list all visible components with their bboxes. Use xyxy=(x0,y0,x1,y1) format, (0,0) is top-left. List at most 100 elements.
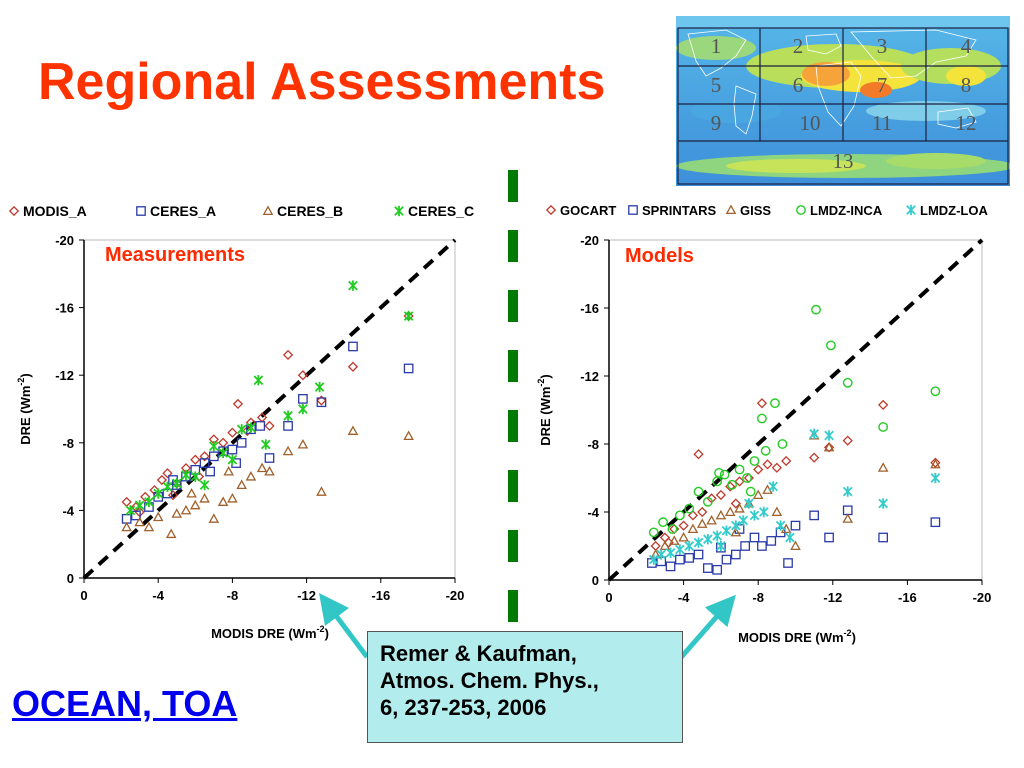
data-point xyxy=(199,458,210,468)
data-point xyxy=(721,525,732,536)
data-point xyxy=(232,398,244,410)
data-point xyxy=(775,520,786,531)
map-region-label: 13 xyxy=(833,149,854,173)
data-point xyxy=(227,444,238,455)
data-point xyxy=(180,504,192,515)
data-point xyxy=(877,462,889,472)
data-point xyxy=(264,420,275,432)
data-point xyxy=(757,413,767,424)
y-tick-label: -4 xyxy=(62,503,74,518)
data-point xyxy=(217,496,229,506)
data-point xyxy=(730,549,741,560)
data-point xyxy=(675,544,685,555)
y-tick-label: -8 xyxy=(587,437,599,452)
data-point xyxy=(256,462,268,473)
data-point xyxy=(199,451,210,462)
series-lmdz-loa xyxy=(648,428,941,565)
map-region-label: 10 xyxy=(800,111,821,135)
data-point xyxy=(878,532,889,543)
data-point xyxy=(824,532,834,543)
data-point xyxy=(811,304,821,315)
data-point xyxy=(785,532,795,543)
data-point xyxy=(181,469,191,481)
data-point xyxy=(167,490,179,501)
data-point xyxy=(809,452,820,463)
data-point xyxy=(823,442,835,453)
data-point xyxy=(667,524,678,534)
series-ceres_c xyxy=(125,280,414,516)
data-point xyxy=(693,537,704,548)
ocean-toa-link[interactable]: OCEAN, TOA xyxy=(12,683,238,724)
data-point xyxy=(693,486,704,497)
x-tick-label: -12 xyxy=(823,590,842,605)
legend-marker xyxy=(136,206,146,216)
data-point xyxy=(768,481,778,492)
data-point xyxy=(298,394,308,404)
data-point xyxy=(205,466,215,477)
data-point xyxy=(140,491,151,502)
data-point xyxy=(693,549,704,560)
data-point xyxy=(706,514,717,525)
data-point xyxy=(678,531,689,542)
reference-line: Atmos. Chem. Phys., xyxy=(380,668,599,693)
data-point xyxy=(715,489,727,501)
data-point xyxy=(712,530,723,541)
data-point xyxy=(134,500,145,511)
data-point xyxy=(734,476,745,487)
data-point xyxy=(218,447,228,459)
data-point xyxy=(714,467,724,478)
data-point xyxy=(930,386,941,397)
data-point xyxy=(742,473,752,483)
x-axis-label-text: MODIS DRE (Wm xyxy=(211,626,316,641)
data-point xyxy=(648,554,659,565)
data-point xyxy=(403,363,414,374)
data-point xyxy=(762,459,773,470)
map-region-label: 1 xyxy=(711,34,722,58)
y-tick-label: -12 xyxy=(55,368,74,383)
data-point xyxy=(186,487,197,498)
map-region-label: 6 xyxy=(793,73,804,97)
data-point xyxy=(403,430,414,441)
data-point xyxy=(760,445,771,456)
legend-label: MODIS_A xyxy=(23,203,87,219)
data-point xyxy=(730,526,742,537)
data-point xyxy=(712,564,723,575)
data-point xyxy=(283,421,293,431)
data-point xyxy=(245,471,257,481)
x-tick-label: -8 xyxy=(752,590,764,605)
legend-label: LMDZ-LOA xyxy=(920,203,988,218)
data-point xyxy=(171,478,182,489)
data-point xyxy=(716,540,726,552)
x-axis-label-close: ) xyxy=(325,626,329,641)
data-point xyxy=(702,496,713,507)
map-region-grid xyxy=(677,27,1009,185)
data-point xyxy=(314,381,325,393)
legend-marker xyxy=(545,204,557,216)
x-axis-label-close: ) xyxy=(852,630,856,645)
data-point xyxy=(823,441,835,452)
data-point xyxy=(282,445,294,456)
legend-marker xyxy=(8,205,20,217)
series-giss xyxy=(650,429,941,559)
one-to-one-line xyxy=(82,238,457,580)
data-point xyxy=(687,523,699,534)
data-point xyxy=(684,503,695,514)
legend-marker xyxy=(628,205,638,215)
y-tick-label: -8 xyxy=(62,436,74,451)
data-point xyxy=(316,395,327,406)
data-point xyxy=(348,341,358,352)
data-point xyxy=(144,496,154,508)
data-point xyxy=(790,540,801,551)
map-region-label: 8 xyxy=(961,73,972,97)
data-point xyxy=(282,349,294,361)
data-point xyxy=(777,439,788,449)
x-tick-label: -4 xyxy=(678,590,690,605)
data-point xyxy=(842,377,853,388)
map-region-label: 5 xyxy=(711,73,722,97)
data-point xyxy=(648,527,659,538)
data-point xyxy=(930,458,941,469)
data-point xyxy=(190,471,201,482)
data-point xyxy=(264,453,275,463)
data-point xyxy=(297,438,309,449)
y-axis-label-text: DRE (Wm xyxy=(538,387,553,446)
